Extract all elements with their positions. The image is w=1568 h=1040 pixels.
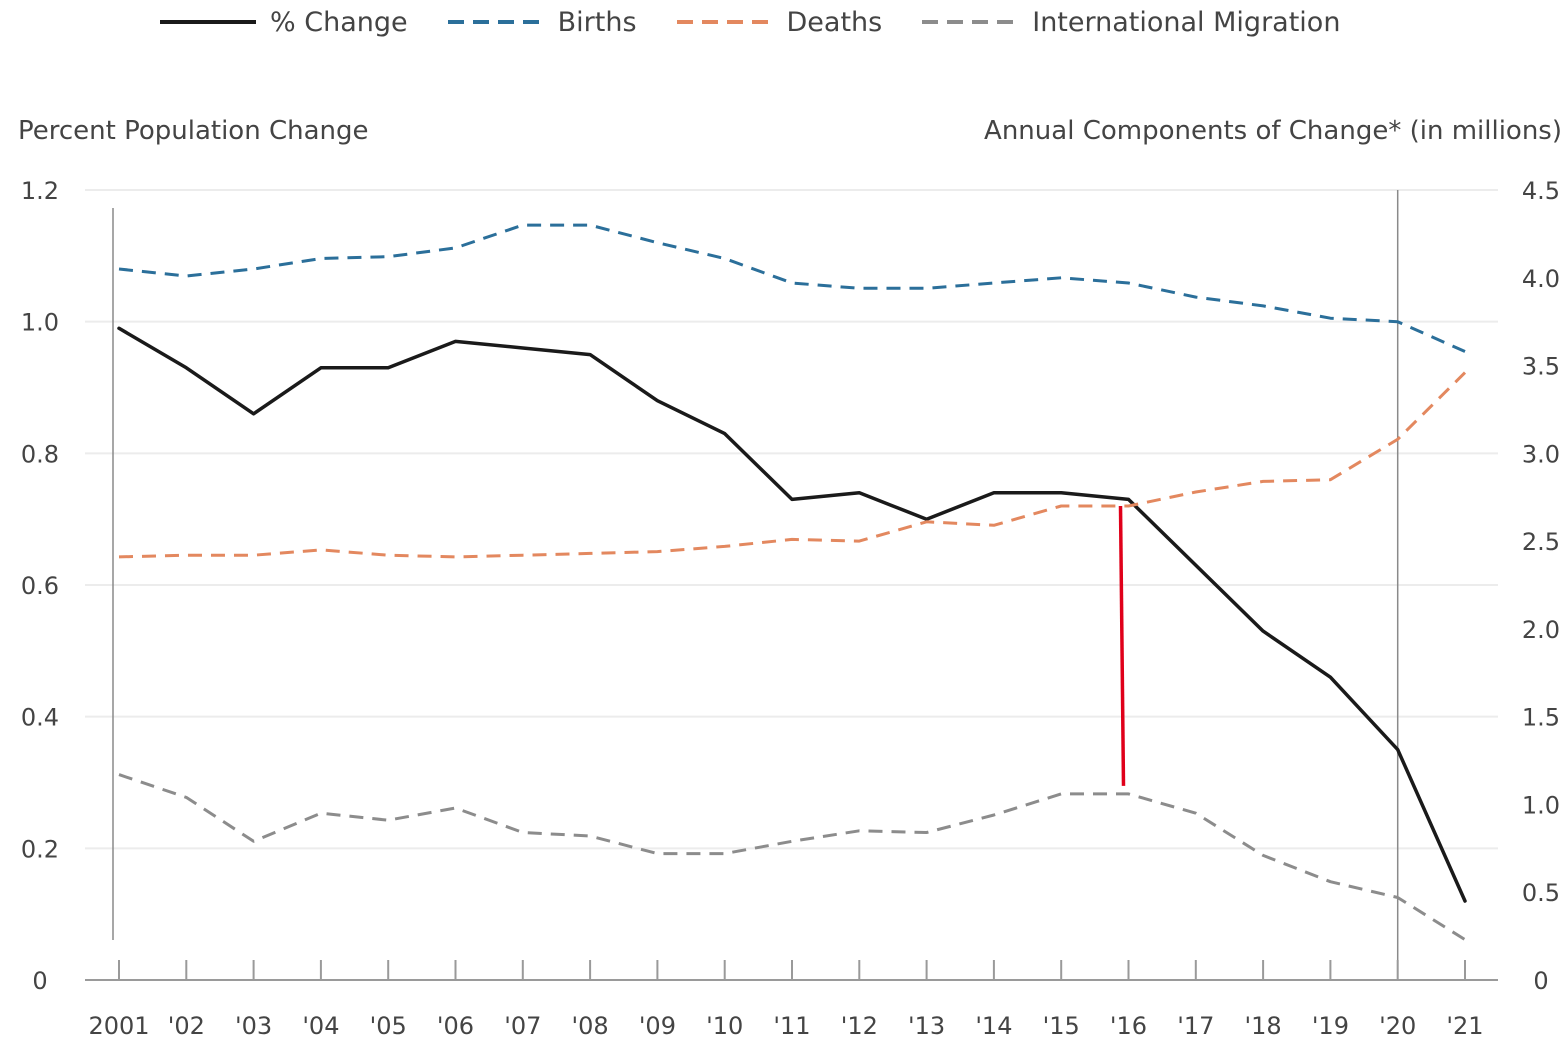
legend-label-change: % Change bbox=[270, 6, 408, 38]
right-tick-label: 3.0 bbox=[1522, 440, 1560, 468]
legend-swatch-change bbox=[160, 20, 256, 24]
x-tick-label: '04 bbox=[302, 1012, 339, 1040]
series-line-change bbox=[117, 326, 1467, 903]
left-axis-title: Percent Population Change bbox=[18, 116, 369, 146]
left-tick-label: 1.0 bbox=[21, 309, 59, 337]
left-tick-label: 0 bbox=[32, 967, 47, 995]
right-axis-title: Annual Components of Change* (in million… bbox=[984, 116, 1562, 146]
left-tick-label: 1.2 bbox=[21, 177, 59, 205]
series-line-deaths bbox=[118, 371, 1467, 559]
right-tick-label: 3.5 bbox=[1522, 353, 1560, 381]
x-tick-label: '16 bbox=[1110, 1012, 1147, 1040]
legend-label-births: Births bbox=[557, 6, 637, 38]
x-tick-label: '05 bbox=[370, 1012, 407, 1040]
x-tick-label: '14 bbox=[975, 1012, 1012, 1040]
legend-swatch-migration bbox=[922, 20, 1019, 24]
x-tick-label: '21 bbox=[1446, 1012, 1483, 1040]
right-tick-label: 0.5 bbox=[1522, 879, 1560, 907]
x-tick-label: '09 bbox=[639, 1012, 676, 1040]
x-tick-label: '11 bbox=[773, 1012, 810, 1040]
x-tick-label: '10 bbox=[706, 1012, 743, 1040]
right-tick-label: 2.0 bbox=[1522, 616, 1560, 644]
legend-label-deaths: Deaths bbox=[786, 6, 883, 38]
left-tick-label: 0.4 bbox=[21, 704, 59, 732]
x-tick-label: '07 bbox=[504, 1012, 541, 1040]
legend-item-births: Births bbox=[447, 6, 637, 38]
x-tick-label: '08 bbox=[572, 1012, 609, 1040]
left-tick-label: 0.8 bbox=[21, 440, 59, 468]
x-tick-label: '17 bbox=[1177, 1012, 1214, 1040]
x-tick-label: '15 bbox=[1043, 1012, 1080, 1040]
chart-legend: % Change Births Deaths International Mig… bbox=[160, 4, 1380, 40]
legend-swatch-births bbox=[447, 20, 544, 24]
legend-item-deaths: Deaths bbox=[676, 6, 883, 38]
right-tick-label: 1.5 bbox=[1522, 704, 1560, 732]
right-tick-label: 2.5 bbox=[1522, 528, 1560, 556]
x-tick-label: '19 bbox=[1312, 1012, 1349, 1040]
left-tick-label: 0.2 bbox=[21, 835, 59, 863]
x-tick-label: '20 bbox=[1379, 1012, 1416, 1040]
red-marker-line bbox=[1118, 505, 1126, 786]
x-tick-label: '12 bbox=[841, 1012, 878, 1040]
legend-item-change: % Change bbox=[160, 7, 408, 38]
legend-label-migration: International Migration bbox=[1032, 6, 1341, 38]
x-tick-label: '02 bbox=[168, 1012, 205, 1040]
x-tick-label: '06 bbox=[437, 1012, 474, 1040]
x-tick-label: '03 bbox=[235, 1012, 272, 1040]
right-tick-label: 4.0 bbox=[1522, 265, 1560, 293]
series-line-births bbox=[118, 223, 1466, 353]
x-tick-label: '13 bbox=[908, 1012, 945, 1040]
right-tick-label: 0 bbox=[1533, 967, 1548, 995]
left-tick-label: 0.6 bbox=[21, 572, 59, 600]
legend-swatch-deaths bbox=[676, 20, 773, 24]
x-tick-label: '18 bbox=[1245, 1012, 1282, 1040]
x-tick-label: 2001 bbox=[88, 1012, 149, 1040]
series-line-international-migration bbox=[118, 773, 1466, 941]
legend-item-migration: International Migration bbox=[922, 7, 1340, 38]
right-tick-label: 4.5 bbox=[1522, 177, 1560, 205]
right-tick-label: 1.0 bbox=[1522, 791, 1560, 819]
